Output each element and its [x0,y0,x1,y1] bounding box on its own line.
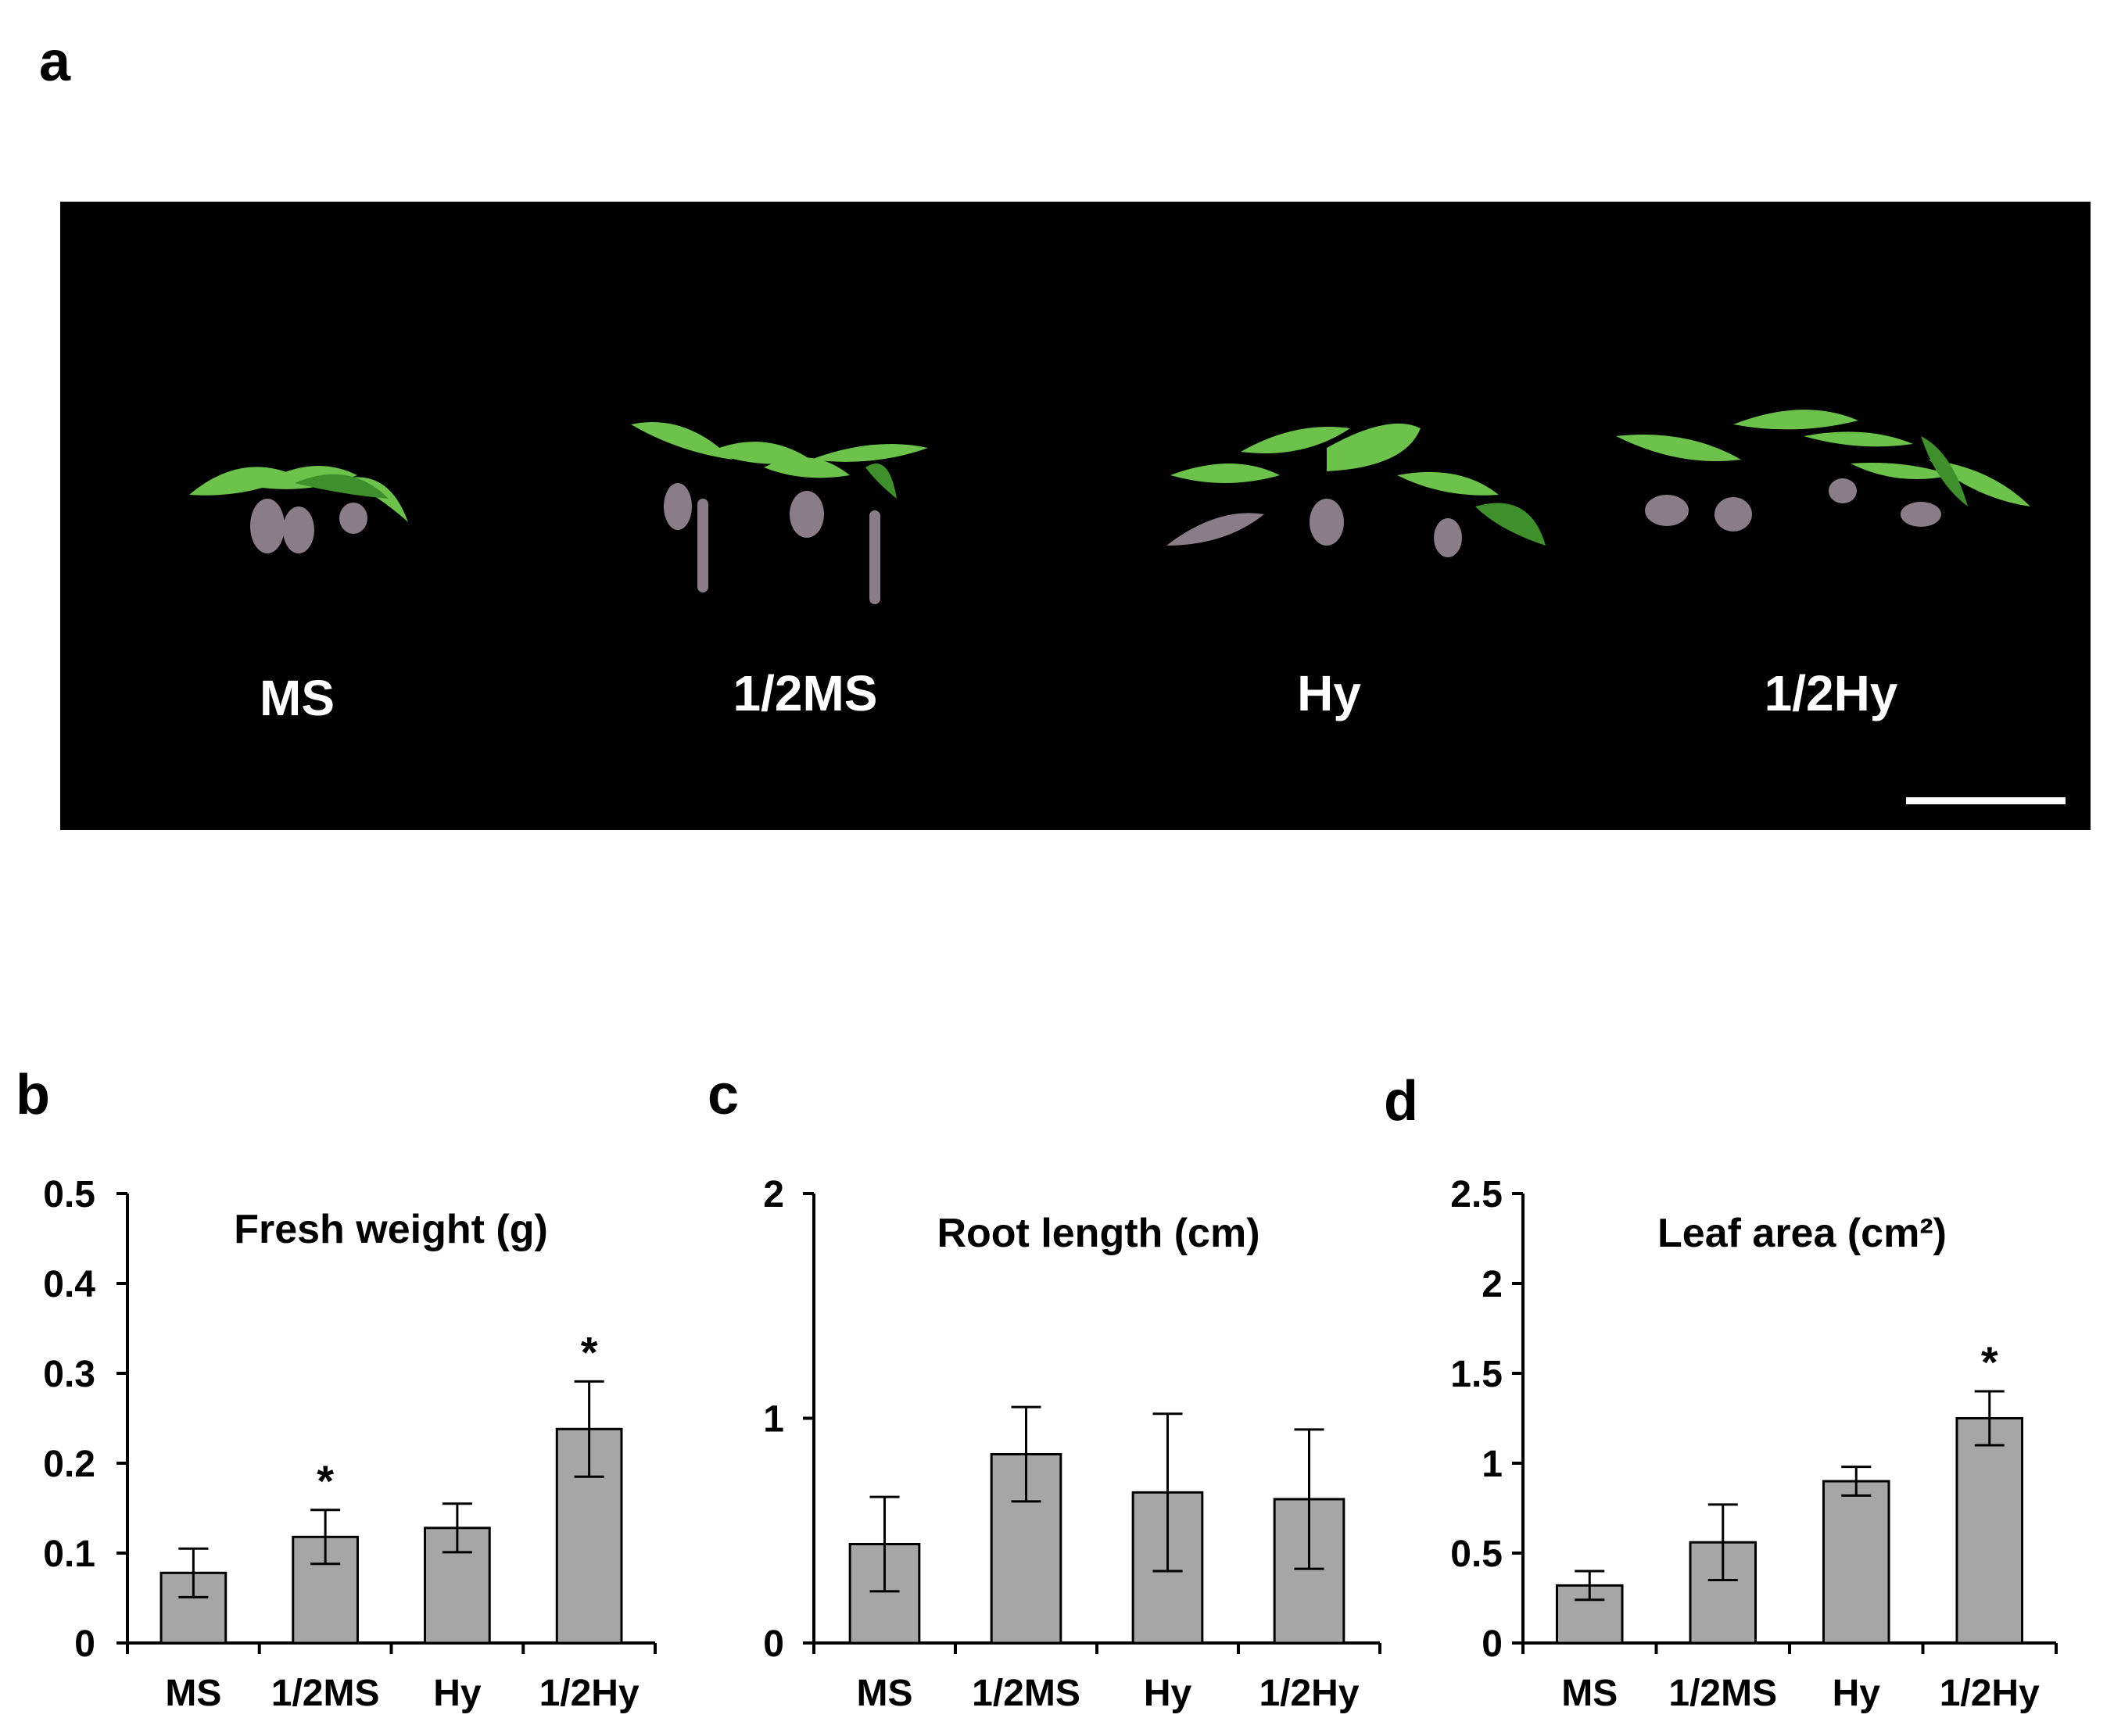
scale-bar [1906,797,2066,804]
leaf-area-bar-1-2Hy [1955,1417,2024,1645]
leaf-area-x-label-1-2MS: 1/2MS [1668,1673,1777,1714]
fresh-weight-x-label-1-2MS: 1/2MS [271,1673,380,1714]
leaf-area-x-label-Hy: Hy [1833,1673,1881,1714]
leaf-area-y-tick-label: 1.5 [1450,1354,1503,1395]
root-length-x-label-1-2MS: 1/2MS [972,1673,1080,1714]
photo-label-half-ms: 1/2MS [733,665,878,721]
fresh-weight-y-tick-label: 0.5 [43,1174,95,1215]
root-length-y-tick-label: 0 [763,1623,784,1665]
fresh-weight-x-label-1-2Hy: 1/2Hy [539,1673,640,1714]
leaf-area-y-tick-label: 1 [1482,1444,1503,1485]
leaf-area-y-tick-label: 0 [1482,1623,1503,1665]
seedlings-ms [189,466,408,553]
root-length-x-label-1-2Hy: 1/2Hy [1259,1673,1359,1714]
seedling-photo: MS 1/2MS Hy 1/2Hy [60,202,2091,830]
root-length-y-tick-label: 1 [763,1399,784,1441]
photo-label-ms: MS [260,670,335,726]
fresh-weight-y-tick-label: 0.3 [43,1354,95,1395]
fresh-weight-x-label-Hy: Hy [433,1673,482,1714]
panel-label-d: d [1384,1070,1418,1133]
leaf-area-significance-marker: * [1981,1337,1998,1387]
fresh-weight-y-tick-label: 0.1 [43,1534,95,1575]
fresh-weight-y-tick-label: 0.4 [43,1264,95,1305]
root-length-x-label-Hy: Hy [1144,1673,1192,1714]
fresh-weight-x-label-MS: MS [165,1673,221,1714]
leaf-area-y-tick-label: 0.5 [1450,1534,1503,1575]
leaf-area-bar-Hy [1822,1480,1890,1645]
leaf-area-chart-title: Leaf area (cm²) [1657,1211,1947,1256]
fresh-weight-significance-marker: * [317,1456,334,1505]
fresh-weight-chart-title: Fresh weight (g) [234,1207,548,1252]
panel-label-a: a [39,30,71,93]
root-length-x-label-MS: MS [857,1673,913,1714]
seedlings-half-hy [1616,410,2030,532]
fresh-weight-significance-marker: * [581,1327,598,1376]
photo-label-hy: Hy [1297,665,1361,721]
seedling-illustration [189,410,2030,604]
seedlings-hy [1166,423,1546,557]
leaf-area-y-tick-label: 2.5 [1450,1174,1503,1215]
leaf-area-x-label-1-2Hy: 1/2Hy [1940,1673,2040,1714]
root-length-y-tick-label: 2 [763,1174,784,1215]
leaf-area-y-tick-label: 2 [1482,1264,1503,1305]
root-length-chart-title: Root length (cm) [937,1211,1259,1256]
panel-label-b: b [16,1064,50,1126]
panel-label-c: c [708,1064,740,1126]
leaf-area-x-label-MS: MS [1561,1673,1618,1714]
photo-label-half-hy: 1/2Hy [1764,665,1898,721]
fresh-weight-y-tick-label: 0.2 [43,1444,95,1485]
seedlings-half-ms [631,422,928,604]
fresh-weight-y-tick-label: 0 [74,1623,95,1665]
